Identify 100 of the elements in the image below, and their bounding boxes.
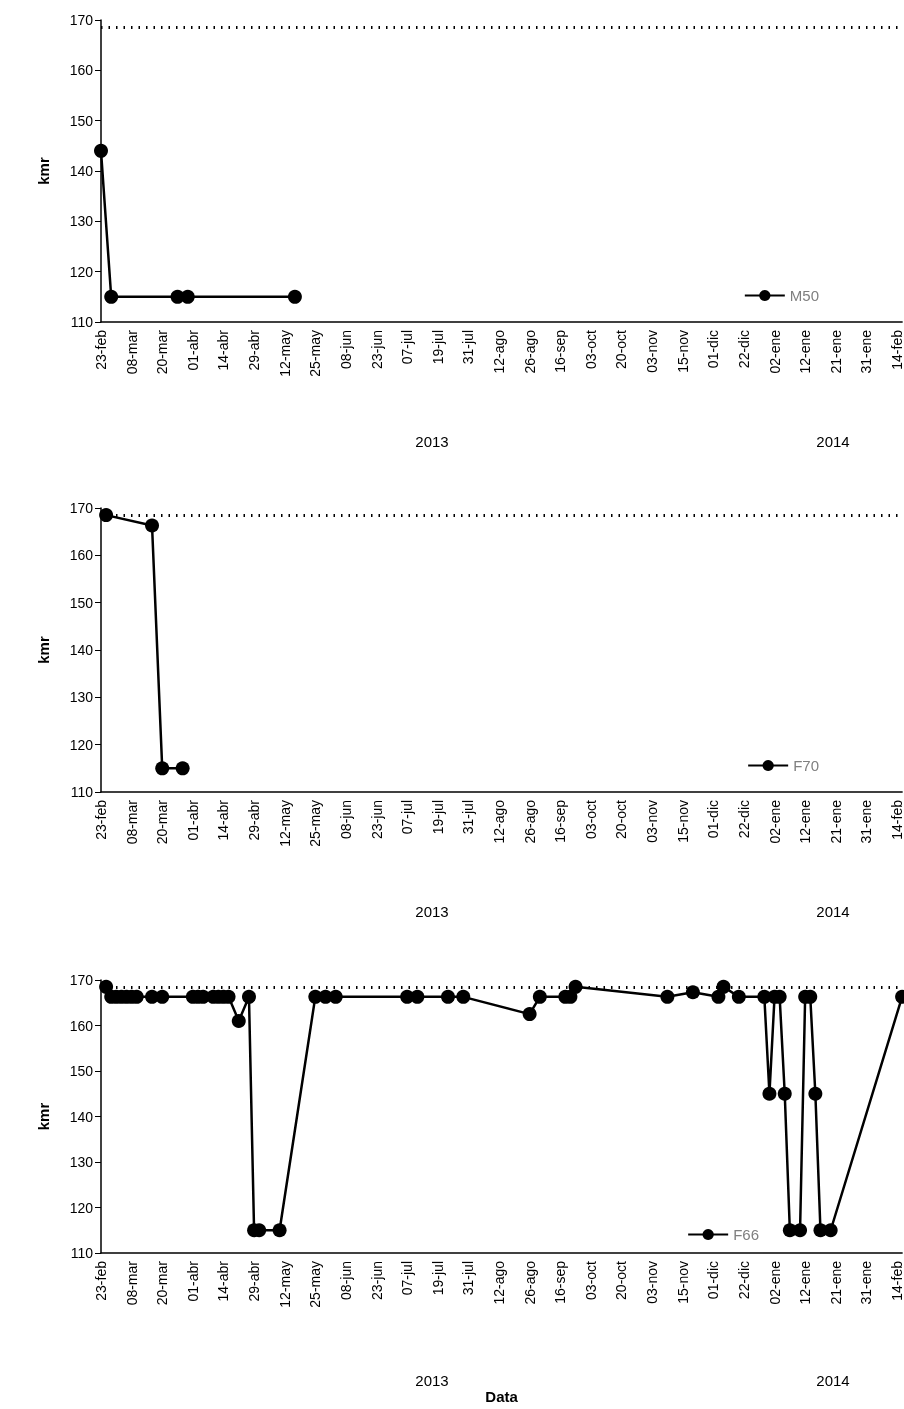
x-tick-label: 01-abr <box>184 1260 201 1302</box>
x-tick-label: 08-mar <box>123 1260 140 1306</box>
x-tick-label: 31-ene <box>858 1260 875 1305</box>
x-tick-label: 23-jun <box>368 1261 385 1300</box>
x-tick-label: 02-ene <box>766 799 783 844</box>
x-tick-label: 21-ene <box>827 799 844 844</box>
x-tick-label: 20-oct <box>613 329 630 369</box>
legend-label: M50 <box>789 287 820 304</box>
x-tick-label: 26-ago <box>521 799 538 844</box>
x-tick-label: 12-ago <box>491 329 507 374</box>
x-tick-label: 12-ago <box>491 1260 507 1305</box>
x-tick-label: 31-jul <box>460 1261 477 1296</box>
x-tick-label: 14-feb <box>889 799 904 840</box>
x-tick-label: 22-dic <box>735 330 752 369</box>
x-tick-label: 12-ago <box>491 799 507 844</box>
x-tick-label: 12-may <box>276 800 293 847</box>
y-tick-label: 140 <box>69 1108 94 1125</box>
text: 2013 <box>415 433 449 450</box>
x-tick-label: 26-ago <box>521 329 538 374</box>
legend-label: F66 <box>733 1226 760 1243</box>
x-tick-label: 23-jun <box>368 800 385 839</box>
x-tick-label: 31-jul <box>460 800 477 835</box>
x-tick-label: 14-abr <box>215 1260 232 1302</box>
y-tick-label: 120 <box>69 263 94 280</box>
y-tick-label: 130 <box>69 689 94 706</box>
y-tick-label: 150 <box>69 1063 94 1079</box>
x-tick-label: 16-sep <box>552 1260 569 1304</box>
x-tick-label: 12-may <box>276 330 293 377</box>
x-tick-label: 21-ene <box>827 329 844 374</box>
x-tick-label: 23-feb <box>93 329 109 370</box>
x-tick-label: 26-ago <box>521 1260 538 1305</box>
y-tick-label: 130 <box>69 213 94 230</box>
x-tick-label: 19-jul <box>429 800 446 835</box>
x-tick-label: 03-nov <box>644 330 661 373</box>
x-tick-label: 01-dic <box>705 800 722 839</box>
x-tick-label: 12-may <box>276 1261 293 1308</box>
x-tick-label: 03-oct <box>582 329 599 369</box>
x-tick-label: 29-abr <box>246 1260 263 1302</box>
text: 2014 <box>816 433 850 450</box>
x-tick-label: 23-feb <box>93 799 109 840</box>
text: 2014 <box>816 1372 850 1389</box>
x-tick-label: 08-jun <box>337 1261 354 1300</box>
x-axis-title: Data <box>485 1388 519 1405</box>
x-tick-label: 19-jul <box>429 1261 446 1296</box>
x-tick-label: 19-jul <box>429 330 446 365</box>
x-tick-label: 25-may <box>307 330 324 377</box>
x-tick-label: 14-feb <box>889 329 904 370</box>
y-axis-title: kmr <box>35 157 52 185</box>
x-tick-label: 02-ene <box>766 1260 783 1305</box>
y-tick-label: 120 <box>69 736 94 753</box>
x-tick-label: 31-ene <box>858 799 875 844</box>
x-tick-label: 16-sep <box>552 799 569 843</box>
text: 2013 <box>415 1372 449 1389</box>
x-tick-label: 01-abr <box>184 329 201 371</box>
x-tick-label: 07-jul <box>399 800 416 835</box>
x-tick-label: 03-nov <box>644 1261 661 1304</box>
x-tick-label: 02-ene <box>766 329 783 374</box>
x-tick-label: 20-oct <box>613 799 630 839</box>
y-tick-label: 170 <box>69 972 94 988</box>
x-tick-label: 12-ene <box>797 799 814 844</box>
x-tick-label: 14-feb <box>889 1260 904 1301</box>
x-tick-label: 20-oct <box>613 1260 630 1300</box>
x-tick-label: 15-nov <box>674 1261 691 1304</box>
y-tick-label: 150 <box>69 594 94 611</box>
y-tick-label: 110 <box>70 1245 94 1261</box>
x-tick-label: 12-ene <box>797 1260 814 1305</box>
x-tick-label: 15-nov <box>674 330 691 373</box>
x-tick-label: 03-oct <box>582 1260 599 1300</box>
x-tick-label: 22-dic <box>735 1261 752 1300</box>
x-tick-label: 01-dic <box>705 330 722 369</box>
x-tick-label: 20-mar <box>154 799 171 845</box>
x-tick-label: 29-abr <box>246 329 263 371</box>
y-tick-label: 160 <box>69 547 94 564</box>
y-tick-label: 160 <box>69 1017 94 1034</box>
x-tick-label: 31-jul <box>460 330 477 365</box>
x-tick-label: 01-dic <box>705 1261 722 1300</box>
text: 2014 <box>816 903 850 920</box>
x-tick-label: 31-ene <box>858 329 875 374</box>
x-tick-label: 23-jun <box>368 330 385 369</box>
y-tick-label: 170 <box>69 12 94 28</box>
x-tick-label: 14-abr <box>215 799 232 841</box>
x-tick-label: 07-jul <box>399 330 416 365</box>
x-tick-label: 15-nov <box>674 800 691 843</box>
y-tick-label: 160 <box>69 62 94 79</box>
x-tick-label: 25-may <box>307 800 324 847</box>
x-tick-label: 01-abr <box>184 799 201 841</box>
y-tick-label: 110 <box>70 784 94 800</box>
x-tick-label: 08-mar <box>123 329 140 375</box>
x-tick-label: 12-ene <box>797 329 814 374</box>
y-tick-label: 140 <box>69 163 94 179</box>
x-tick-label: 29-abr <box>246 799 263 841</box>
y-axis-title: kmr <box>35 636 52 664</box>
x-tick-label: 22-dic <box>735 800 752 839</box>
x-tick-label: 08-jun <box>337 330 354 369</box>
x-tick-label: 16-sep <box>552 329 569 373</box>
y-axis-title: kmr <box>35 1102 52 1131</box>
legend-label: F70 <box>793 757 820 774</box>
y-tick-label: 140 <box>69 642 94 658</box>
x-tick-label: 14-abr <box>215 329 232 371</box>
x-tick-label: 20-mar <box>154 1260 171 1306</box>
